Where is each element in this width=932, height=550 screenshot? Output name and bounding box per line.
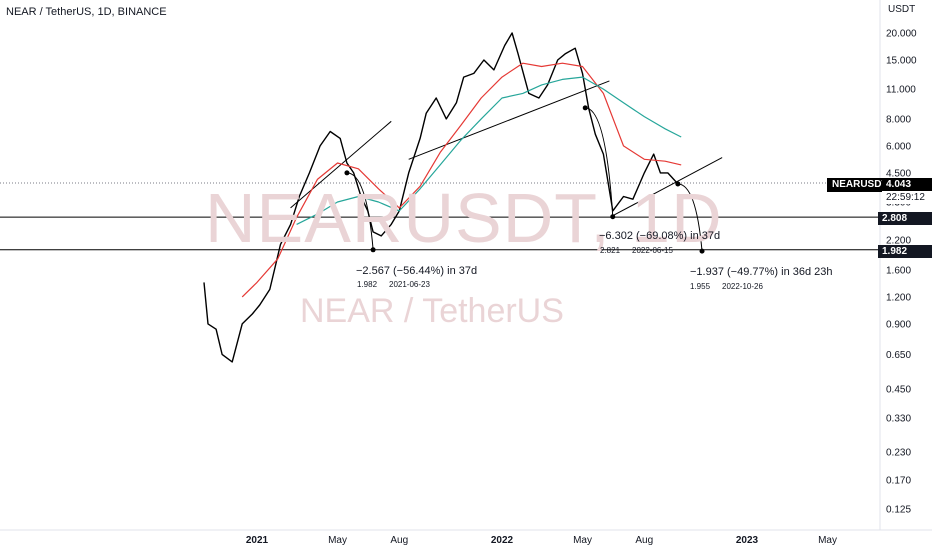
y-tick-label: 20.000 [886,29,917,40]
x-tick-label: 2021 [246,535,269,546]
y-tick-label: 1.200 [886,292,911,303]
symbol-tag: NEARUSDT [827,178,893,192]
y-tick-label: 0.900 [886,319,911,330]
x-tick-label: 2022 [491,535,514,546]
annotation-drop-2022: −6.302 (−69.08%) in 37d [599,230,721,242]
trendline-support-2022 [612,157,723,217]
annotation-drop-2021-date: 2021-06-23 [389,280,430,289]
currency-label: USDT [888,4,916,15]
watermark-name: NEAR / TetherUS [300,292,564,330]
x-tick-label: May [818,535,837,546]
y-tick-label: 1.600 [886,265,911,276]
y-tick-label: 11.000 [886,85,916,96]
trendline-support-2021-2022 [408,80,610,160]
y-tick-label: 0.125 [886,505,911,516]
price-axis: 20.00015.00011.0008.0006.0004.5003.3002.… [886,29,917,516]
y-tick-label: 15.000 [886,55,917,66]
x-tick-label: May [573,535,592,546]
drop-arc-projection [677,183,703,252]
y-tick-label: 0.650 [886,350,911,361]
x-tick-label: Aug [390,535,408,546]
x-tick-label: 2023 [736,535,759,546]
plot-area [0,0,932,531]
annotation-projection: −1.937 (−49.77%) in 36d 23h [690,266,833,278]
current-price-badge: 4.043 [882,178,932,191]
drop-arc-2021 [346,172,374,250]
y-tick-label: 0.450 [886,384,911,395]
annotation-drop-2021: −2.567 (−56.44%) in 37d [356,265,478,277]
drop-arc-2022-start [582,105,588,111]
y-tick-label: 8.000 [886,114,911,125]
y-tick-label: 4.500 [886,168,911,179]
watermark-symbol: NEARUSDT, 1D [205,179,723,257]
price-line [203,32,679,363]
trendline-2021-rise [290,120,392,209]
level-lower-badge: 1.982 [878,245,932,258]
chart-title: NEAR / TetherUS, 1D, BINANCE [6,6,167,18]
y-tick-label: 0.170 [886,476,911,487]
drop-arc-2021-start [344,170,350,176]
drop-arc-projection-end [699,248,705,254]
trendlines [0,80,880,254]
y-tick-label: 6.000 [886,141,911,152]
annotation-projection-date: 2022-10-26 [722,282,763,291]
countdown-badge: 22:59:12 [882,191,932,204]
x-tick-label: May [328,535,347,546]
drop-arc-2021-end [370,247,376,253]
ema-short-line [241,62,682,298]
ema-long-line [296,76,682,225]
series-lines [203,32,682,363]
y-tick-label: 0.330 [886,413,911,424]
x-tick-label: Aug [635,535,653,546]
time-axis: 2021 May Aug 2022 May Aug 2023 May [246,535,837,546]
level-upper-badge: 2.808 [878,212,932,225]
annotation-drop-2022-price: 2.821 [600,246,621,255]
y-tick-label: 2.200 [886,236,911,247]
annotation-drop-2021-price: 1.982 [357,280,378,289]
y-tick-label: 0.230 [886,447,911,458]
annotation-projection-price: 1.955 [690,282,711,291]
annotation-drop-2022-date: 2022-06-15 [632,246,673,255]
drop-arc-2022-end [610,214,616,220]
